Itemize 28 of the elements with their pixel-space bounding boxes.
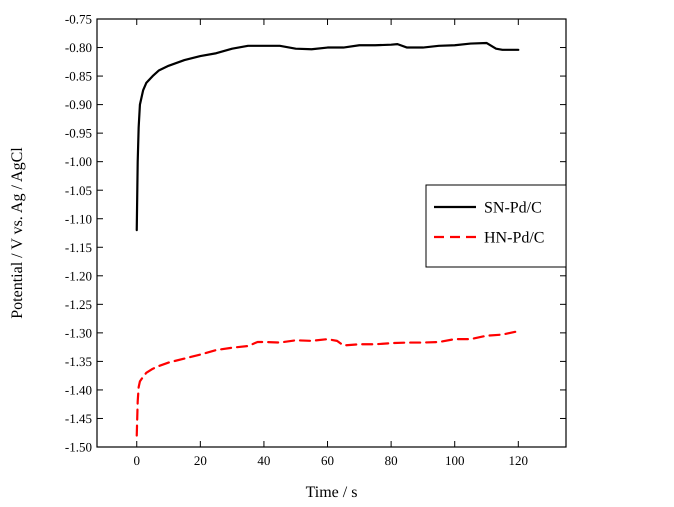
line-series — [136, 330, 520, 437]
y-tick-label: -1.50 — [64, 440, 92, 455]
x-tick-label: 0 — [133, 453, 140, 468]
y-tick-label: -1.30 — [64, 325, 92, 340]
x-tick-label: 20 — [194, 453, 207, 468]
y-tick-label: -0.80 — [64, 40, 92, 56]
x-tick-label: 40 — [257, 453, 270, 468]
y-tick-label: -1.20 — [64, 268, 92, 284]
y-tick-label: -0.85 — [64, 68, 92, 84]
y-tick-label: -0.95 — [64, 126, 92, 141]
y-tick-label: -1.15 — [64, 240, 92, 255]
y-tick-label: -1.35 — [64, 354, 92, 369]
y-tick-label: -1.00 — [64, 154, 92, 170]
x-axis-title: Time / s — [306, 484, 358, 501]
y-axis-title: Potential / V vs. Ag / AgCl — [9, 146, 26, 319]
y-tick-label: -1.05 — [64, 182, 92, 198]
y-tick-label: -0.90 — [64, 97, 92, 112]
y-tick-label: -1.25 — [64, 296, 92, 312]
y-tick-label: -1.40 — [64, 382, 92, 398]
legend-label: HN-Pd/C — [484, 230, 544, 247]
x-tick-label: 80 — [384, 453, 398, 468]
y-tick-label: -1.45 — [64, 411, 92, 426]
x-tick-label: 120 — [508, 453, 528, 468]
y-tick-label: -1.10 — [64, 211, 92, 226]
x-tick-label: 60 — [321, 453, 334, 468]
legend-label: SN-Pd/C — [484, 200, 542, 217]
y-tick-label: -0.75 — [64, 12, 92, 27]
x-tick-label: 100 — [444, 453, 464, 468]
